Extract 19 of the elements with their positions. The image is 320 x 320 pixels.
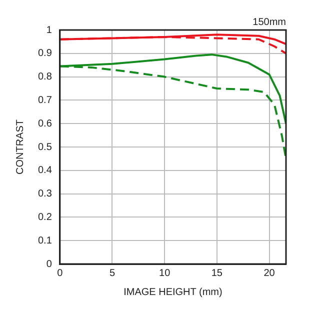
y-tick-label: 0.7	[38, 94, 52, 106]
x-axis-title: IMAGE HEIGHT (mm)	[124, 286, 222, 298]
text: 150mm	[252, 16, 286, 28]
y-tick-label: 0.8	[38, 72, 52, 83]
y-tick-label: 0.4	[38, 165, 52, 176]
x-tick-label: 15	[211, 268, 223, 279]
y-tick-label: 0.2	[38, 212, 52, 223]
x-tick-label: 20	[264, 268, 276, 279]
y-tick-label: 0.9	[38, 48, 52, 60]
y-tick-label: 0	[46, 258, 52, 270]
x-tick-label: 10	[159, 268, 171, 279]
y-tick-label: 0.3	[38, 188, 52, 200]
x-tick-label: 5	[109, 268, 116, 279]
y-tick-label: 0.6	[38, 118, 52, 130]
y-tick-label: 0.1	[38, 235, 52, 246]
y-tick-label: 0.5	[38, 142, 52, 153]
x-tick-label: 0	[57, 268, 64, 279]
y-axis-title: CONTRAST	[14, 120, 26, 174]
y-tick-label: 1	[46, 24, 52, 36]
